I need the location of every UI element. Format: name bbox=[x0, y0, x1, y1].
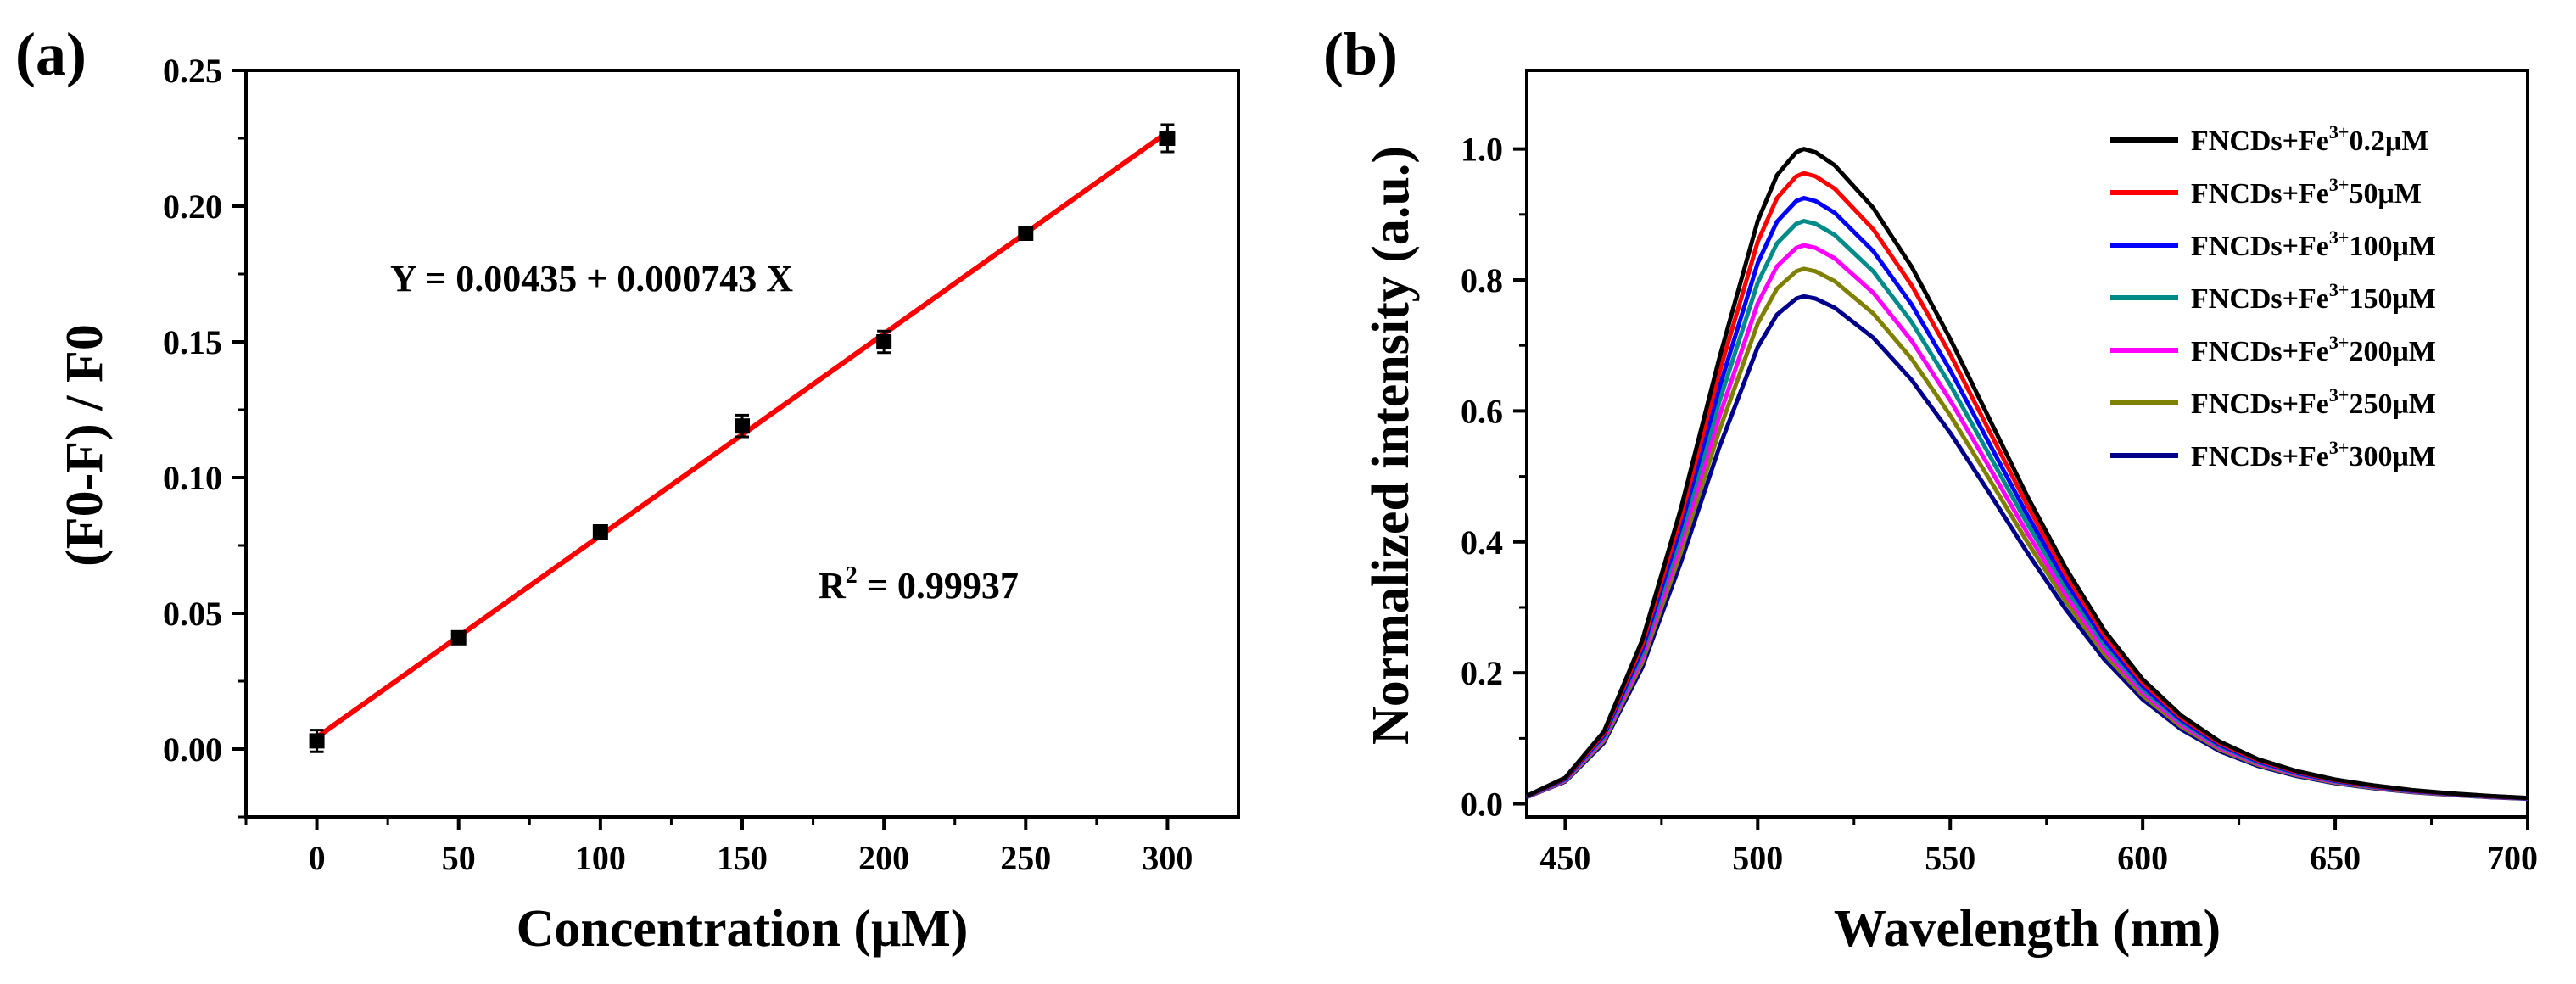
legend-label-prefix: FNCDs+Fe bbox=[2191, 389, 2329, 420]
panel-b-x-axis-label: Wavelength (nm) bbox=[1834, 900, 2221, 958]
panel-a: (a) 0 50 100 150 200 250 300 0.000.050.100.150… bbox=[15, 20, 1240, 958]
legend-label-superscript: 3+ bbox=[2329, 279, 2350, 300]
legend-label-suffix: 150μM bbox=[2349, 283, 2435, 315]
legend-label: FNCDs+Fe3+50μM bbox=[2191, 174, 2422, 210]
panel-b-plot-frame bbox=[1525, 69, 2529, 819]
legend-label-superscript: 3+ bbox=[2329, 437, 2350, 458]
data-point bbox=[735, 418, 750, 434]
panel-a-points-layer bbox=[309, 123, 1176, 753]
data-point bbox=[592, 524, 608, 540]
legend-label: FNCDs+Fe3+150μM bbox=[2191, 279, 2436, 315]
panel-a-plot-frame bbox=[244, 69, 1240, 819]
legend-label-prefix: FNCDs+Fe bbox=[2191, 441, 2329, 472]
x-tick-label: 450 bbox=[1539, 839, 1590, 877]
x-tick-label: 500 bbox=[1732, 839, 1783, 877]
legend-label: FNCDs+Fe3+0.2μM bbox=[2191, 121, 2428, 157]
x-tick-label: 250 bbox=[1000, 839, 1051, 877]
legend-label-suffix: 0.2μM bbox=[2349, 126, 2428, 157]
r2-superscript: 2 bbox=[846, 562, 858, 589]
y-tick-label: 0.00 bbox=[163, 730, 222, 769]
panel-a-y-axis-label: (F0-F) / F0 bbox=[56, 324, 114, 567]
data-point bbox=[1159, 131, 1176, 146]
legend-label-superscript: 3+ bbox=[2329, 121, 2350, 143]
legend-label: FNCDs+Fe3+200μM bbox=[2191, 332, 2436, 367]
legend-label-suffix: 100μM bbox=[2349, 231, 2435, 262]
panel-b: (b) 450 500 550 600 650 700 0.0 0.2 0.4 0.6 0.8 1.… bbox=[1323, 20, 2538, 958]
legend-label-superscript: 3+ bbox=[2329, 332, 2350, 353]
y-tick-label: 0.10 bbox=[163, 459, 222, 497]
y-tick-label: 0.05 bbox=[163, 595, 222, 633]
y-tick-label: 1.0 bbox=[1461, 131, 1503, 169]
panel-b-y-ticks: 0.0 0.2 0.4 0.6 0.8 1.0 bbox=[1461, 131, 1527, 824]
panel-b-lines-layer bbox=[1525, 147, 2529, 802]
panel-a-x-ticks: 0 50 100 150 200 250 300 bbox=[244, 817, 1193, 877]
legend: FNCDs+Fe3+0.2μMFNCDs+Fe3+50μMFNCDs+Fe3+1… bbox=[2110, 121, 2436, 472]
panel-a-label: (a) bbox=[15, 20, 87, 88]
legend-label-prefix: FNCDs+Fe bbox=[2191, 178, 2329, 210]
legend-label-prefix: FNCDs+Fe bbox=[2191, 336, 2329, 367]
x-tick-label: 200 bbox=[858, 839, 909, 877]
legend-label: FNCDs+Fe3+300μM bbox=[2191, 437, 2436, 472]
panel-a-y-ticks: 0.00 0.05 0.10 0.15 0.20 0.25 bbox=[163, 52, 246, 819]
legend-label-superscript: 3+ bbox=[2329, 226, 2350, 248]
x-tick-label: 300 bbox=[1142, 839, 1193, 877]
r2-prefix: R bbox=[819, 565, 847, 607]
x-tick-label: 650 bbox=[2310, 839, 2361, 877]
x-tick-label: 550 bbox=[1925, 839, 1975, 877]
legend-label-suffix: 50μM bbox=[2349, 178, 2421, 210]
series-line bbox=[1525, 171, 2529, 801]
r-squared-annotation: R2 = 0.99937 bbox=[819, 562, 1019, 607]
y-tick-label: 0.15 bbox=[163, 323, 222, 361]
legend-label: FNCDs+Fe3+250μM bbox=[2191, 384, 2436, 420]
legend-label-prefix: FNCDs+Fe bbox=[2191, 231, 2329, 262]
x-tick-label: 0 bbox=[309, 839, 326, 877]
data-point bbox=[1018, 226, 1034, 241]
legend-label: FNCDs+Fe3+100μM bbox=[2191, 226, 2436, 262]
r2-value: = 0.99937 bbox=[858, 565, 1019, 607]
data-point bbox=[309, 733, 325, 749]
y-tick-label: 0.6 bbox=[1461, 392, 1503, 430]
y-tick-label: 0.0 bbox=[1461, 786, 1503, 824]
y-tick-label: 0.4 bbox=[1461, 523, 1503, 562]
panel-b-y-axis-label: Normalized intensity (a.u.) bbox=[1362, 146, 1420, 745]
y-tick-label: 0.20 bbox=[163, 187, 222, 226]
panel-a-x-axis-label: Concentration (μM) bbox=[517, 900, 969, 958]
fit-equation: Y = 0.00435 + 0.000743 X bbox=[390, 258, 793, 299]
legend-label-superscript: 3+ bbox=[2329, 384, 2350, 405]
series-line bbox=[1525, 147, 2529, 801]
data-point bbox=[876, 334, 892, 349]
x-tick-label: 600 bbox=[2117, 839, 2168, 877]
x-tick-label: 700 bbox=[2487, 839, 2538, 877]
legend-label-suffix: 200μM bbox=[2349, 336, 2435, 367]
legend-label-prefix: FNCDs+Fe bbox=[2191, 126, 2329, 157]
panel-b-x-ticks: 450 500 550 600 650 700 bbox=[1539, 817, 2538, 877]
y-tick-label: 0.2 bbox=[1461, 654, 1503, 692]
y-tick-label: 0.8 bbox=[1461, 261, 1503, 299]
y-tick-label: 0.25 bbox=[163, 52, 222, 90]
panel-b-label: (b) bbox=[1323, 20, 1398, 88]
legend-label-superscript: 3+ bbox=[2329, 174, 2350, 195]
x-tick-label: 100 bbox=[575, 839, 626, 877]
x-tick-label: 50 bbox=[442, 839, 476, 877]
legend-label-suffix: 300μM bbox=[2349, 441, 2435, 472]
legend-label-suffix: 250μM bbox=[2349, 389, 2435, 420]
data-point bbox=[450, 629, 467, 646]
legend-label-prefix: FNCDs+Fe bbox=[2191, 283, 2329, 315]
x-tick-label: 150 bbox=[717, 839, 768, 877]
